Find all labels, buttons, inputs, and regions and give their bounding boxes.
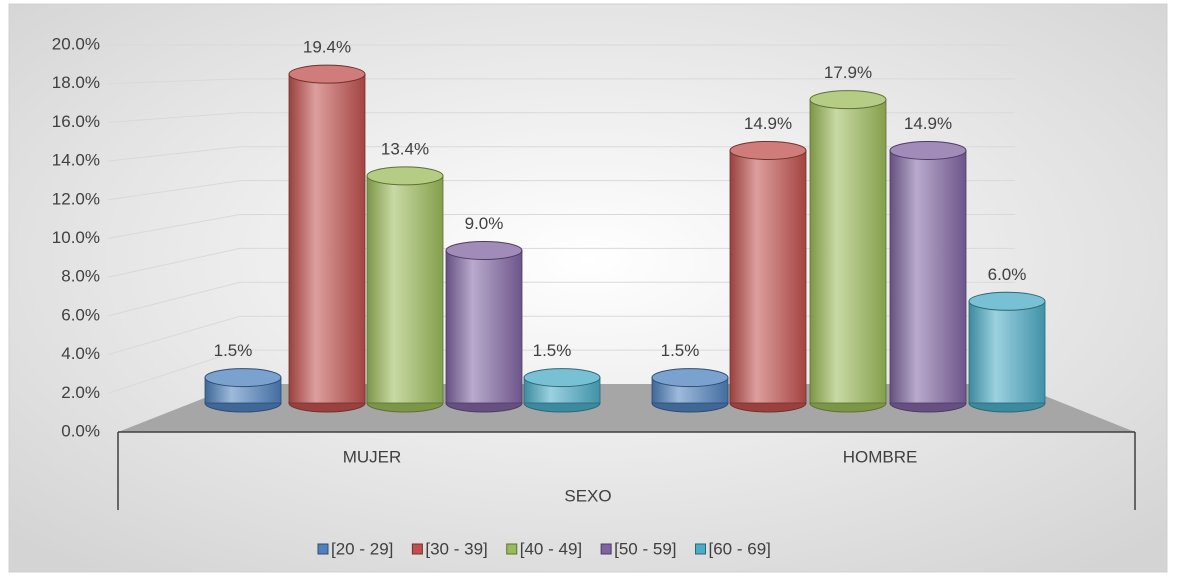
- bar: [445, 250, 523, 404]
- data-label: 6.0%: [988, 265, 1027, 284]
- y-tick-label: 4.0%: [61, 344, 100, 363]
- cylinder-top: [889, 140, 967, 160]
- cylinder-top: [366, 166, 444, 186]
- legend-swatch: [506, 543, 518, 555]
- cylinder-top: [288, 64, 366, 84]
- bar: [889, 150, 967, 404]
- data-label: 9.0%: [465, 214, 504, 233]
- front-frame: [117, 431, 1136, 510]
- legend-swatch: [411, 543, 423, 555]
- y-tick-label: 16.0%: [52, 112, 100, 131]
- data-label: 19.4%: [303, 38, 351, 57]
- legend-swatch: [600, 543, 612, 555]
- x-tick-label: HOMBRE: [843, 447, 918, 466]
- cylinder-top: [445, 240, 523, 260]
- bar: [968, 300, 1046, 404]
- cylinder-top: [651, 368, 729, 388]
- legend-label: [60 - 69]: [709, 539, 771, 558]
- chart-background: [8, 3, 1168, 573]
- data-label: 14.9%: [744, 114, 792, 133]
- y-tick-label: 12.0%: [52, 189, 100, 208]
- cylinder-top: [204, 368, 282, 388]
- bar: [809, 99, 887, 404]
- grid-line: [107, 112, 1015, 123]
- legend-swatch: [317, 543, 329, 555]
- y-tick-label: 10.0%: [52, 228, 100, 247]
- data-label: 13.4%: [381, 139, 429, 158]
- y-tick-label: 20.0%: [52, 34, 100, 53]
- legend-label: [50 - 59]: [614, 539, 676, 558]
- bar: [366, 175, 444, 404]
- cylinder-top: [729, 140, 807, 160]
- y-tick-label: 8.0%: [61, 267, 100, 286]
- cylinder-top: [523, 368, 601, 388]
- x-axis-title: SEXO: [564, 486, 611, 505]
- cylinder-top: [968, 291, 1046, 311]
- y-tick-label: 2.0%: [61, 383, 100, 402]
- legend-label: [40 - 49]: [520, 539, 582, 558]
- legend-swatch: [695, 543, 706, 555]
- legend-label: [30 - 39]: [425, 539, 487, 558]
- bar: [288, 73, 366, 404]
- cylinder-top: [809, 90, 887, 110]
- x-tick-label: MUJER: [343, 447, 402, 466]
- data-label: 17.9%: [824, 63, 872, 82]
- legend-label: [20 - 29]: [331, 539, 393, 558]
- data-label: 14.9%: [904, 114, 952, 133]
- data-label: 1.5%: [661, 341, 700, 360]
- y-tick-label: 14.0%: [52, 151, 100, 170]
- y-tick-label: 6.0%: [61, 305, 100, 324]
- bar: [729, 150, 807, 404]
- y-tick-label: 0.0%: [61, 421, 100, 440]
- data-label: 1.5%: [533, 341, 572, 360]
- y-tick-label: 18.0%: [52, 73, 100, 92]
- data-label: 1.5%: [214, 341, 253, 360]
- grid-line: [107, 78, 1015, 85]
